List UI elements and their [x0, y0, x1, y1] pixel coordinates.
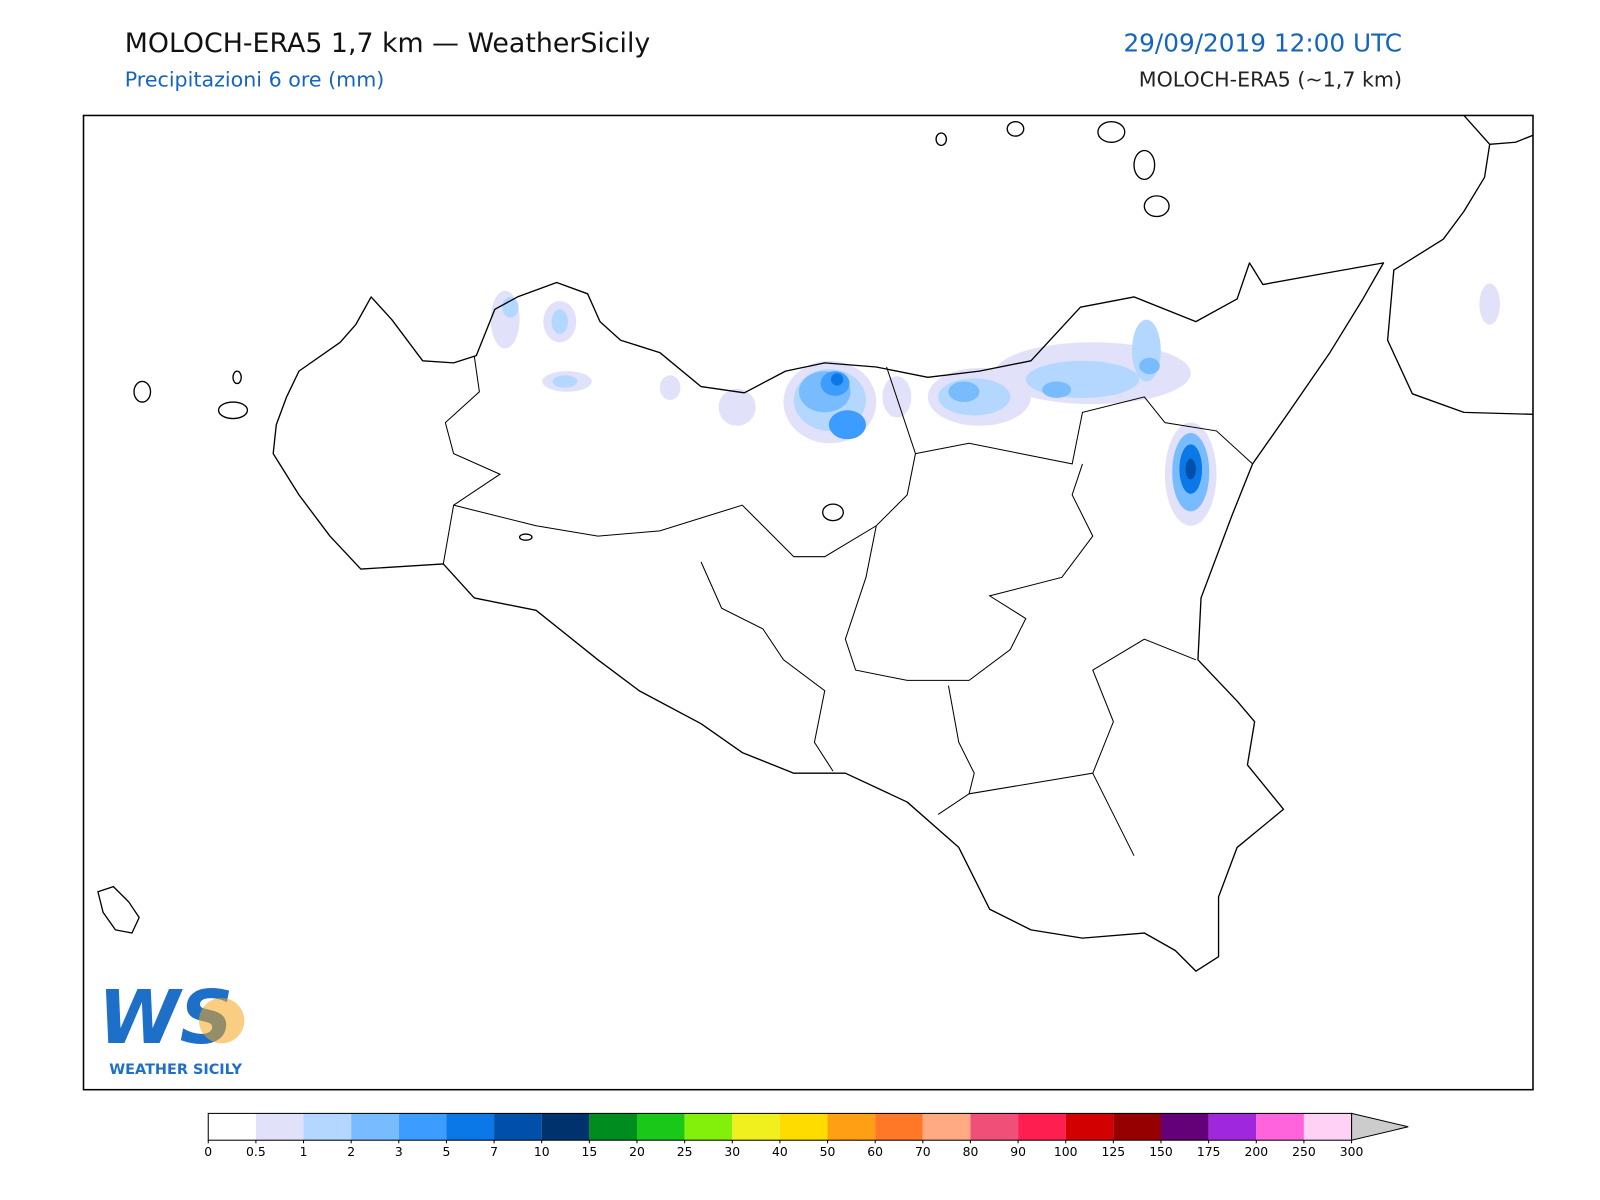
colorbar-tick-label: 60	[867, 1145, 883, 1159]
colorbar-segment	[1208, 1113, 1257, 1141]
colorbar-tick-label: 300	[1340, 1145, 1364, 1159]
colorbar-tick-label: 70	[915, 1145, 931, 1159]
colorbar-tick-label: 125	[1102, 1145, 1126, 1159]
colorbar-segment	[255, 1113, 304, 1141]
colorbar-segment	[684, 1113, 733, 1141]
colorbar-segment	[351, 1113, 399, 1141]
colorbar-tick-label: 30	[724, 1145, 740, 1159]
colorbar-tick-label: 2	[347, 1145, 355, 1159]
colorbar-segment	[1065, 1113, 1114, 1141]
colorbar-tick-label: 0	[204, 1145, 212, 1159]
province-borders	[442, 355, 1253, 856]
colorbar-tick-label: 15	[581, 1145, 597, 1159]
colorbar-tick-label: 3	[395, 1145, 403, 1159]
islands	[97, 120, 1170, 934]
colorbar-segment	[446, 1113, 495, 1141]
title: MOLOCH-ERA5 1,7 km — WeatherSicily	[125, 28, 651, 59]
colorbar-segment	[779, 1113, 828, 1141]
colorbar-segment	[589, 1113, 637, 1141]
valid-date: 29/09/2019 12:00 UTC	[1123, 28, 1402, 57]
coastline-calabria	[1386, 115, 1533, 416]
colorbar-tick-label: 200	[1244, 1145, 1268, 1159]
colorbar-segment	[1256, 1113, 1304, 1141]
colorbar-tick-label: 1	[300, 1145, 308, 1159]
colorbar-tick-label: 50	[820, 1145, 836, 1159]
subtitle: Precipitazioni 6 ore (mm)	[125, 67, 385, 91]
colorbar-segment	[1303, 1113, 1352, 1141]
colorbar-tick-label: 20	[629, 1145, 645, 1159]
colorbar-segment	[970, 1113, 1019, 1141]
colorbar-tick-label: 80	[963, 1145, 979, 1159]
colorbar-tick-label: 25	[677, 1145, 693, 1159]
map	[97, 115, 1533, 972]
colorbar-tick-label: 7	[490, 1145, 498, 1159]
colorbar-segment	[494, 1113, 542, 1141]
colorbar-tick-label: 150	[1149, 1145, 1173, 1159]
colorbar-tick-label: 10	[534, 1145, 550, 1159]
colorbar-tick-label: 175	[1197, 1145, 1221, 1159]
colorbar-tick-label: 100	[1054, 1145, 1078, 1159]
colorbar-tick-label: 0.5	[246, 1145, 266, 1159]
colorbar-tick-label: 90	[1010, 1145, 1026, 1159]
coastline-sicily	[272, 262, 1385, 972]
colorbar-segment	[398, 1113, 447, 1141]
colorbar-segment	[732, 1113, 780, 1141]
colorbar-extension	[1351, 1112, 1409, 1141]
logo-name: WEATHER SICILY	[109, 1062, 242, 1078]
colorbar-tick-label: 5	[442, 1145, 450, 1159]
colorbar-tick-label: 250	[1292, 1145, 1316, 1159]
colorbar-segment	[827, 1113, 876, 1141]
colorbar-segment	[875, 1113, 923, 1141]
colorbar-segment	[541, 1113, 590, 1141]
colorbar-segment	[922, 1113, 971, 1141]
colorbar-segment	[1113, 1113, 1161, 1141]
colorbar-segment	[1018, 1113, 1066, 1141]
map-frame	[82, 114, 1534, 1091]
model-label: MOLOCH-ERA5 (~1,7 km)	[1139, 67, 1402, 91]
colorbar-tick-label: 40	[772, 1145, 788, 1159]
colorbar-segment	[1160, 1113, 1209, 1141]
colorbar: 0 0.5 1 2 3 5 7 10 15 20 25 30 40 50 60 70 80 90 100 125 150…	[204, 1112, 1409, 1159]
colorbar-segment	[636, 1113, 685, 1141]
precipitation	[490, 283, 1500, 526]
colorbar-segment	[303, 1113, 352, 1141]
colorbar-segment	[208, 1113, 256, 1141]
logo: WS WEATHER SICILY	[98, 974, 245, 1078]
